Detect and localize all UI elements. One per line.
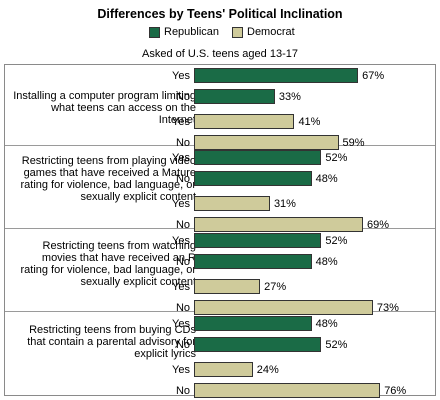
category-label: Yes [172, 364, 190, 376]
bar-democrat [194, 114, 295, 129]
value-label: 69% [367, 219, 390, 231]
bar-democrat [194, 300, 373, 315]
legend-label-republican: Republican [164, 26, 220, 38]
question-label: Restricting teens from watching movies t… [20, 240, 196, 288]
legend-swatch-democrat [232, 27, 243, 38]
category-label: Yes [172, 318, 190, 330]
bar-democrat [194, 217, 364, 232]
bar-republican [194, 68, 359, 83]
category-label: No [175, 219, 190, 231]
category-label: No [175, 91, 190, 103]
value-label: 41% [298, 116, 321, 128]
chart-subtitle: Asked of U.S. teens aged 13-17 [142, 48, 298, 60]
value-label: 67% [362, 70, 385, 82]
category-label: No [175, 256, 190, 268]
category-label: No [175, 339, 190, 351]
value-label: 48% [315, 173, 338, 185]
bar-republican [194, 150, 322, 165]
value-label: 24% [256, 364, 279, 376]
category-label: Yes [172, 235, 190, 247]
bar-republican [194, 233, 322, 248]
legend-swatch-republican [149, 27, 160, 38]
bar-democrat [194, 196, 270, 211]
category-label: Yes [172, 70, 190, 82]
value-label: 52% [325, 235, 348, 247]
bar-democrat [194, 135, 339, 150]
bar-republican [194, 171, 312, 186]
value-label: 52% [325, 339, 348, 351]
bar-democrat [194, 362, 253, 377]
category-label: Yes [172, 281, 190, 293]
bar-democrat [194, 383, 381, 398]
bar-republican [194, 337, 322, 352]
bar-republican [194, 316, 312, 331]
question-label: Restricting teens from buying CDs that c… [27, 324, 196, 360]
value-label: 33% [278, 91, 301, 103]
category-label: No [175, 173, 190, 185]
category-label: No [175, 137, 190, 149]
bar-democrat [194, 279, 261, 294]
value-label: 48% [315, 256, 338, 268]
legend: Republican Democrat [0, 26, 440, 40]
value-label: 73% [376, 302, 399, 314]
category-label: Yes [172, 198, 190, 210]
bar-republican [194, 254, 312, 269]
value-label: 31% [273, 198, 296, 210]
question-label: Restricting teens from playing video gam… [20, 155, 196, 203]
value-label: 27% [264, 281, 287, 293]
category-label: No [175, 302, 190, 314]
chart-title: Differences by Teens' Political Inclinat… [97, 7, 343, 21]
category-label: No [175, 385, 190, 397]
bar-republican [194, 89, 275, 104]
value-label: 52% [325, 152, 348, 164]
question-label: Installing a computer program limiting w… [13, 90, 196, 126]
category-label: Yes [172, 116, 190, 128]
legend-label-democrat: Democrat [247, 26, 295, 38]
value-label: 48% [315, 318, 338, 330]
value-label: 59% [342, 137, 365, 149]
category-label: Yes [172, 152, 190, 164]
value-label: 76% [384, 385, 407, 397]
